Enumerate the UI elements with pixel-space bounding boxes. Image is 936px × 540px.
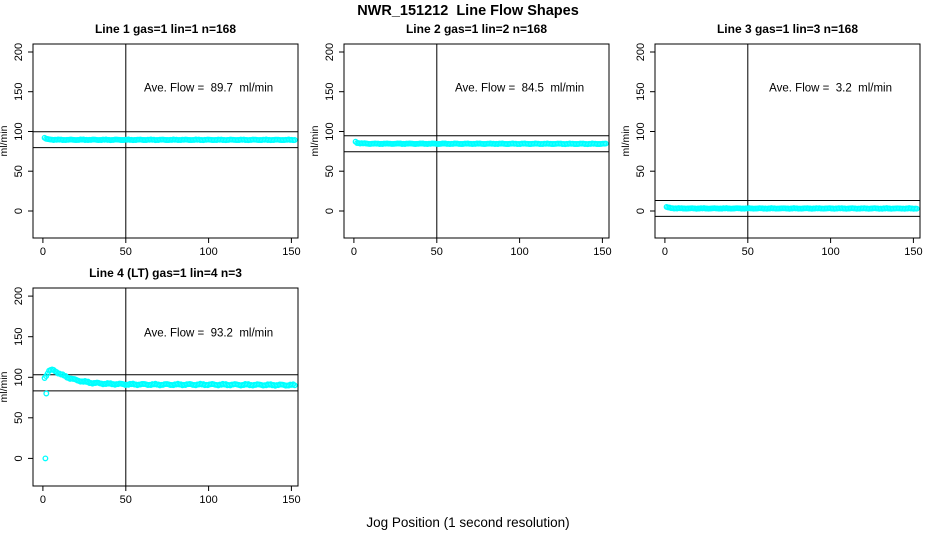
avg-flow-annotation: Ave. Flow = 84.5 ml/min [455,83,584,95]
y-axis-label: ml/min [309,125,321,156]
x-tick-label: 100 [821,246,839,258]
x-tick-label: 150 [593,246,611,258]
x-tick-label: 0 [662,246,668,258]
y-tick-label: 200 [635,43,647,61]
x-tick-label: 0 [40,246,46,258]
y-axis-label: ml/min [620,125,632,156]
subplot-1: 0 50 100 150 0 50 100 150 200 ml/min Line 1 gas=1 … [0,22,301,258]
plot-box [32,43,299,239]
subplot-title: Line 3 gas=1 lin=3 n=168 [717,22,858,36]
x-tick-label: 50 [742,246,754,258]
plot-box [343,43,610,239]
subplot-4: 0 50 100 150 0 50 100 150 200 ml/min Line 4 (LT) g… [0,266,301,506]
y-tick-label: 0 [13,208,25,214]
y-tick-label: 50 [13,412,25,424]
data-series [663,203,920,212]
subplot-3: 0 50 100 150 0 50 100 150 200 ml/min Line 3 gas=1 … [620,22,923,258]
y-axis-label: ml/min [0,125,10,156]
data-point [291,382,298,389]
avg-flow-annotation: Ave. Flow = 3.2 ml/min [769,83,892,95]
x-tick-label: 150 [282,494,300,506]
y-tick-label: 150 [635,83,647,101]
y-tick-label: 150 [13,83,25,101]
y-tick-label: 0 [635,208,647,214]
y-tick-label: 100 [324,122,336,140]
x-tick-label: 0 [351,246,357,258]
outlier-point [42,455,49,462]
data-point [44,370,51,377]
x-tick-label: 150 [282,246,300,258]
outlier-point [43,390,50,397]
x-axis-global-label: Jog Position (1 second resolution) [366,515,570,530]
y-tick-label: 100 [635,122,647,140]
x-tick-label: 100 [510,246,528,258]
subplot-title: Line 2 gas=1 lin=2 n=168 [406,22,547,36]
y-axis-label: ml/min [0,371,10,402]
y-tick-label: 150 [324,83,336,101]
x-tick-label: 0 [40,494,46,506]
avg-flow-annotation: Ave. Flow = 89.7 ml/min [144,83,273,95]
data-series [41,134,298,144]
data-point [602,140,609,147]
data-series [352,138,609,148]
y-tick-label: 200 [13,43,25,61]
plot-box [32,287,299,487]
y-tick-label: 0 [13,455,25,461]
data-point [913,205,920,212]
x-tick-label: 100 [199,494,217,506]
y-tick-label: 50 [13,165,25,177]
y-tick-label: 0 [324,208,336,214]
x-tick-label: 50 [120,494,132,506]
x-tick-label: 150 [904,246,922,258]
data-series [41,366,298,462]
x-tick-label: 50 [120,246,132,258]
y-tick-label: 50 [635,165,647,177]
y-tick-label: 100 [13,368,25,386]
subplot-2: 0 50 100 150 0 50 100 150 200 ml/min Line 2 gas=1 … [309,22,612,258]
y-tick-label: 200 [13,287,25,305]
subplot-title: Line 4 (LT) gas=1 lin=4 n=3 [89,266,242,280]
figure-title: NWR_151212 Line Flow Shapes [357,3,579,19]
avg-flow-annotation: Ave. Flow = 93.2 ml/min [144,328,273,340]
y-tick-label: 200 [324,43,336,61]
x-tick-label: 100 [199,246,217,258]
y-tick-label: 150 [13,328,25,346]
plot-box [654,43,921,239]
x-tick-label: 50 [431,246,443,258]
data-point [291,137,298,143]
y-tick-label: 50 [324,165,336,177]
subplot-title: Line 1 gas=1 lin=1 n=168 [95,22,236,36]
y-tick-label: 100 [13,122,25,140]
